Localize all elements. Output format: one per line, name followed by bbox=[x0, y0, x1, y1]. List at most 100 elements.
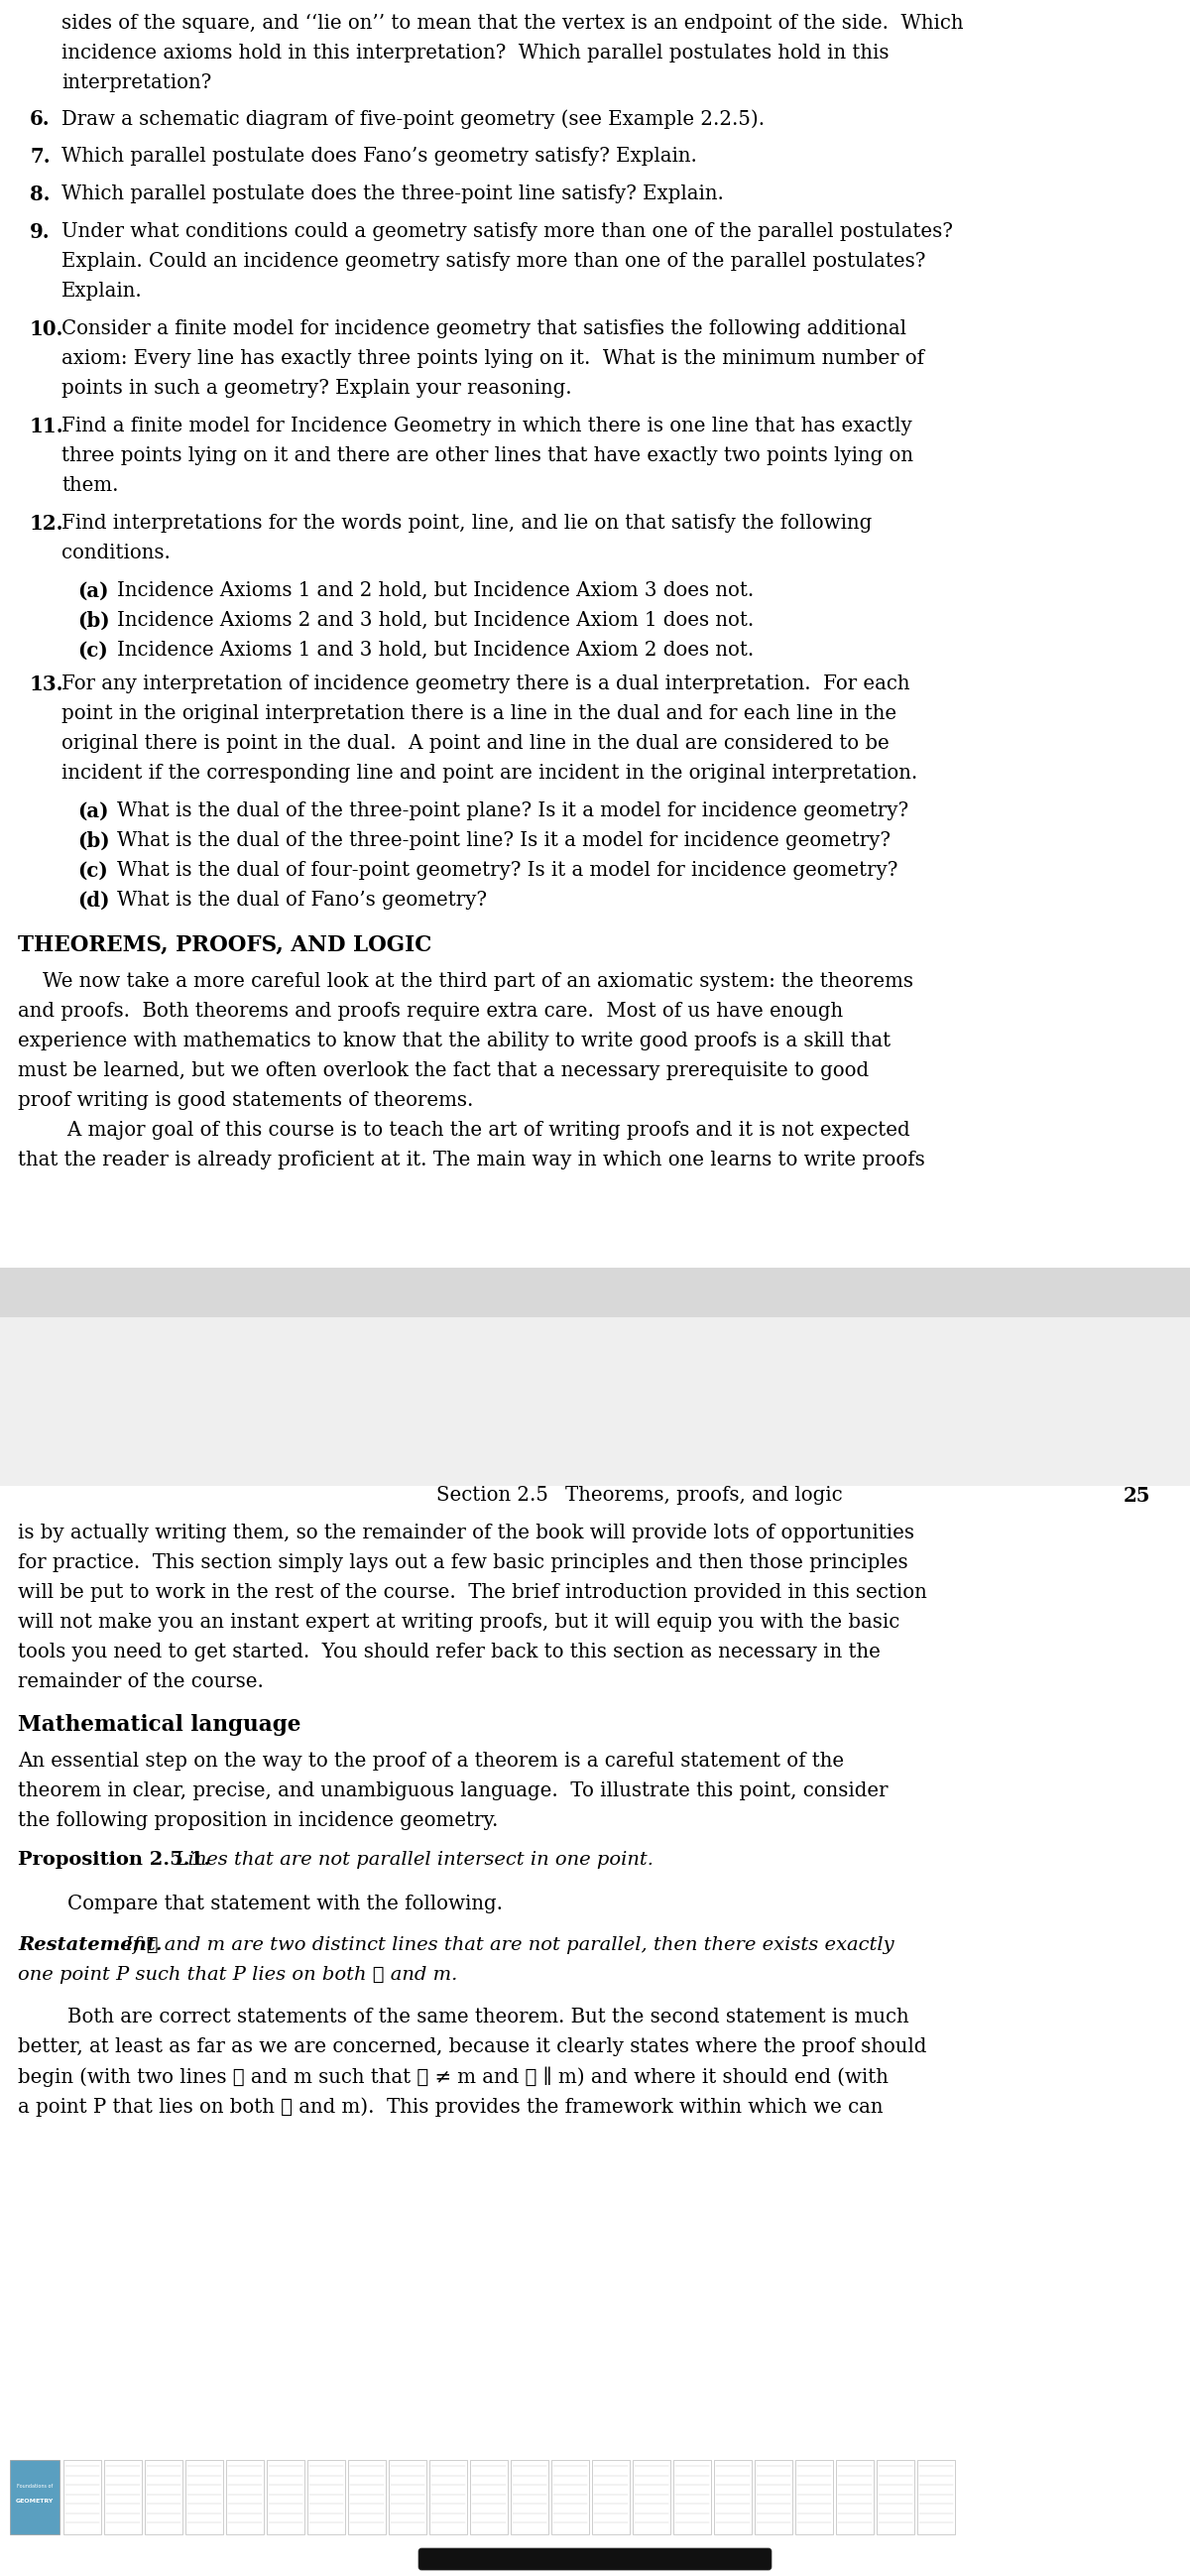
Bar bbox=[430, 2460, 466, 2535]
Bar bbox=[593, 2460, 630, 2535]
Text: remainder of the course.: remainder of the course. bbox=[18, 1672, 264, 1692]
Text: What is the dual of Fano’s geometry?: What is the dual of Fano’s geometry? bbox=[117, 891, 487, 909]
Text: (c): (c) bbox=[77, 860, 108, 881]
Text: Explain.: Explain. bbox=[62, 281, 143, 301]
Text: a point P that lies on both ℓ and m).  This provides the framework within which : a point P that lies on both ℓ and m). Th… bbox=[18, 2097, 883, 2117]
Bar bbox=[835, 2460, 873, 2535]
Text: Restatement.: Restatement. bbox=[18, 1937, 162, 1955]
Text: conditions.: conditions. bbox=[62, 544, 170, 562]
Bar bbox=[795, 2460, 833, 2535]
Bar bbox=[267, 2460, 305, 2535]
Bar bbox=[307, 2460, 345, 2535]
Text: theorem in clear, precise, and unambiguous language.  To illustrate this point, : theorem in clear, precise, and unambiguo… bbox=[18, 1783, 888, 1801]
FancyBboxPatch shape bbox=[419, 2548, 771, 2571]
Bar bbox=[0, 1267, 1190, 1486]
Text: Incidence Axioms 2 and 3 hold, but Incidence Axiom 1 does not.: Incidence Axioms 2 and 3 hold, but Incid… bbox=[117, 611, 754, 631]
Text: begin (with two lines ℓ and m such that ℓ ≠ m and ℓ ∥ m) and where it should end: begin (with two lines ℓ and m such that … bbox=[18, 2066, 889, 2087]
Text: Mathematical language: Mathematical language bbox=[18, 1713, 301, 1736]
Text: Find a finite model for Incidence Geometry in which there is one line that has e: Find a finite model for Incidence Geomet… bbox=[62, 417, 912, 435]
Text: (d): (d) bbox=[77, 891, 109, 909]
Text: 8.: 8. bbox=[30, 185, 50, 204]
Bar bbox=[551, 2460, 589, 2535]
Text: experience with mathematics to know that the ability to write good proofs is a s: experience with mathematics to know that… bbox=[18, 1030, 890, 1051]
Text: Proposition 2.5.1.: Proposition 2.5.1. bbox=[18, 1852, 211, 1868]
Text: Foundations of: Foundations of bbox=[17, 2483, 52, 2488]
Text: Which parallel postulate does the three-point line satisfy? Explain.: Which parallel postulate does the three-… bbox=[62, 185, 724, 204]
Text: A major goal of this course is to teach the art of writing proofs and it is not : A major goal of this course is to teach … bbox=[18, 1121, 910, 1139]
Text: 7.: 7. bbox=[30, 147, 50, 167]
Bar bbox=[917, 2460, 956, 2535]
Text: better, at least as far as we are concerned, because it clearly states where the: better, at least as far as we are concer… bbox=[18, 2038, 927, 2056]
Bar bbox=[714, 2460, 752, 2535]
Text: must be learned, but we often overlook the fact that a necessary prerequisite to: must be learned, but we often overlook t… bbox=[18, 1061, 869, 1079]
Bar bbox=[389, 2460, 426, 2535]
Bar bbox=[226, 2460, 264, 2535]
Text: three points lying on it and there are other lines that have exactly two points : three points lying on it and there are o… bbox=[62, 446, 914, 466]
Text: the following proposition in incidence geometry.: the following proposition in incidence g… bbox=[18, 1811, 499, 1829]
Text: Section 2.5: Section 2.5 bbox=[437, 1486, 549, 1504]
Text: Under what conditions could a geometry satisfy more than one of the parallel pos: Under what conditions could a geometry s… bbox=[62, 222, 953, 242]
Text: and proofs.  Both theorems and proofs require extra care.  Most of us have enoug: and proofs. Both theorems and proofs req… bbox=[18, 1002, 843, 1020]
Bar bbox=[10, 2460, 60, 2535]
Text: will be put to work in the rest of the course.  The brief introduction provided : will be put to work in the rest of the c… bbox=[18, 1584, 927, 1602]
Bar bbox=[0, 1316, 1190, 1486]
Text: incidence axioms hold in this interpretation?  Which parallel postulates hold in: incidence axioms hold in this interpreta… bbox=[62, 44, 889, 62]
Bar bbox=[633, 2460, 670, 2535]
Text: will not make you an instant expert at writing proofs, but it will equip you wit: will not make you an instant expert at w… bbox=[18, 1613, 900, 1631]
Text: Find interpretations for the words point, line, and lie on that satisfy the foll: Find interpretations for the words point… bbox=[62, 513, 872, 533]
Text: What is the dual of the three-point plane? Is it a model for incidence geometry?: What is the dual of the three-point plan… bbox=[117, 801, 908, 819]
Text: Draw a schematic diagram of five-point geometry (see Example 2.2.5).: Draw a schematic diagram of five-point g… bbox=[62, 108, 765, 129]
Bar bbox=[754, 2460, 793, 2535]
Text: (a): (a) bbox=[77, 801, 108, 822]
Bar bbox=[674, 2460, 712, 2535]
Text: 13.: 13. bbox=[30, 675, 64, 696]
Text: incident if the corresponding line and point are incident in the original interp: incident if the corresponding line and p… bbox=[62, 762, 917, 783]
Bar bbox=[511, 2460, 549, 2535]
Bar bbox=[186, 2460, 224, 2535]
Text: 6.: 6. bbox=[30, 108, 50, 129]
Bar bbox=[877, 2460, 914, 2535]
Text: 12.: 12. bbox=[30, 513, 64, 533]
Text: Lines that are not parallel intersect in one point.: Lines that are not parallel intersect in… bbox=[162, 1852, 653, 1868]
Text: What is the dual of the three-point line? Is it a model for incidence geometry?: What is the dual of the three-point line… bbox=[117, 832, 890, 850]
Text: Incidence Axioms 1 and 3 hold, but Incidence Axiom 2 does not.: Incidence Axioms 1 and 3 hold, but Incid… bbox=[117, 641, 754, 659]
Bar bbox=[63, 2460, 101, 2535]
Text: An essential step on the way to the proof of a theorem is a careful statement of: An essential step on the way to the proo… bbox=[18, 1752, 844, 1770]
Bar bbox=[105, 2460, 142, 2535]
Text: tools you need to get started.  You should refer back to this section as necessa: tools you need to get started. You shoul… bbox=[18, 1643, 881, 1662]
Text: Compare that statement with the following.: Compare that statement with the followin… bbox=[68, 1893, 503, 1914]
Text: is by actually writing them, so the remainder of the book will provide lots of o: is by actually writing them, so the rema… bbox=[18, 1522, 914, 1543]
Text: Both are correct statements of the same theorem. But the second statement is muc: Both are correct statements of the same … bbox=[18, 2007, 909, 2027]
Text: Which parallel postulate does Fano’s geometry satisfy? Explain.: Which parallel postulate does Fano’s geo… bbox=[62, 147, 697, 165]
Text: 25: 25 bbox=[1123, 1486, 1151, 1507]
Text: GEOMETRY: GEOMETRY bbox=[15, 2499, 54, 2504]
Bar bbox=[470, 2460, 508, 2535]
Text: (a): (a) bbox=[77, 582, 108, 600]
Text: original there is point in the dual.  A point and line in the dual are considere: original there is point in the dual. A p… bbox=[62, 734, 889, 752]
Text: proof writing is good statements of theorems.: proof writing is good statements of theo… bbox=[18, 1092, 474, 1110]
Text: What is the dual of four-point geometry? Is it a model for incidence geometry?: What is the dual of four-point geometry?… bbox=[117, 860, 897, 881]
Text: (c): (c) bbox=[77, 641, 108, 659]
Text: them.: them. bbox=[62, 477, 119, 495]
Text: 10.: 10. bbox=[30, 319, 64, 340]
Bar bbox=[145, 2460, 182, 2535]
Text: point in the original interpretation there is a line in the dual and for each li: point in the original interpretation the… bbox=[62, 703, 896, 724]
Text: Theorems, proofs, and logic: Theorems, proofs, and logic bbox=[565, 1486, 843, 1504]
Text: Consider a finite model for incidence geometry that satisfies the following addi: Consider a finite model for incidence ge… bbox=[62, 319, 907, 337]
Text: interpretation?: interpretation? bbox=[62, 72, 212, 93]
Text: that the reader is already proficient at it. The main way in which one learns to: that the reader is already proficient at… bbox=[18, 1151, 925, 1170]
Text: sides of the square, and ‘‘lie on’’ to mean that the vertex is an endpoint of th: sides of the square, and ‘‘lie on’’ to m… bbox=[62, 13, 964, 33]
Text: one point P such that P lies on both ℓ and m.: one point P such that P lies on both ℓ a… bbox=[18, 1965, 457, 1984]
Text: Incidence Axioms 1 and 2 hold, but Incidence Axiom 3 does not.: Incidence Axioms 1 and 2 hold, but Incid… bbox=[117, 582, 754, 600]
Text: for practice.  This section simply lays out a few basic principles and then thos: for practice. This section simply lays o… bbox=[18, 1553, 908, 1571]
Text: THEOREMS, PROOFS, AND LOGIC: THEOREMS, PROOFS, AND LOGIC bbox=[18, 935, 432, 956]
Text: We now take a more careful look at the third part of an axiomatic system: the th: We now take a more careful look at the t… bbox=[18, 971, 914, 992]
Text: axiom: Every line has exactly three points lying on it.  What is the minimum num: axiom: Every line has exactly three poin… bbox=[62, 350, 925, 368]
Text: points in such a geometry? Explain your reasoning.: points in such a geometry? Explain your … bbox=[62, 379, 572, 397]
Text: (b): (b) bbox=[77, 611, 109, 631]
Text: For any interpretation of incidence geometry there is a dual interpretation.  Fo: For any interpretation of incidence geom… bbox=[62, 675, 910, 693]
Text: Explain. Could an incidence geometry satisfy more than one of the parallel postu: Explain. Could an incidence geometry sat… bbox=[62, 252, 926, 270]
Text: 11.: 11. bbox=[30, 417, 64, 435]
Bar bbox=[349, 2460, 386, 2535]
Text: 9.: 9. bbox=[30, 222, 50, 242]
